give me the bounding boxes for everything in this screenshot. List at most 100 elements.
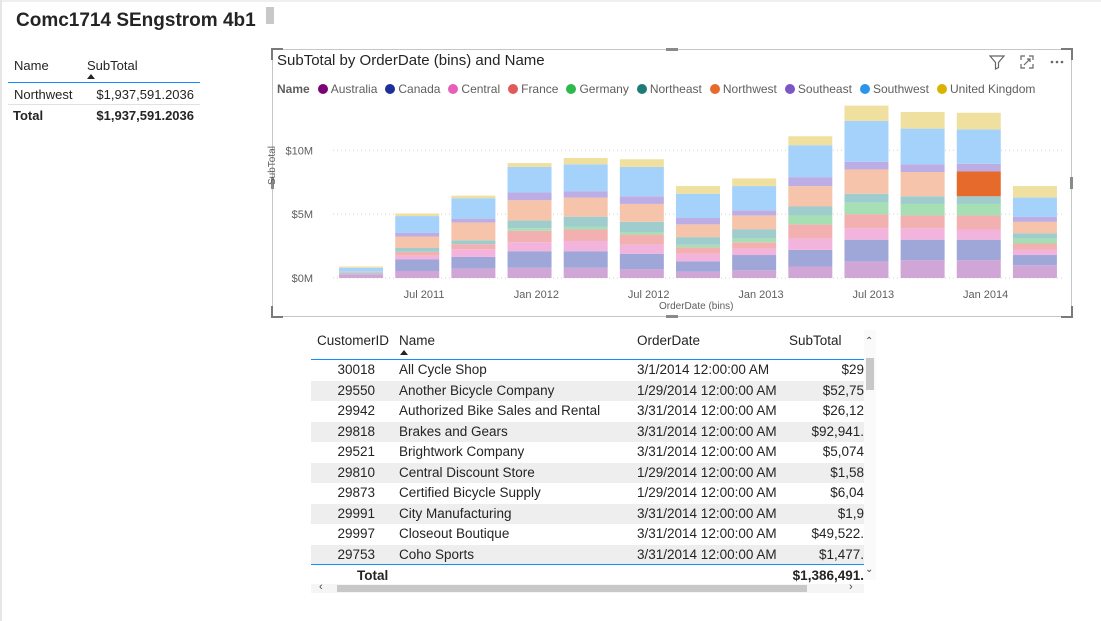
table-row[interactable]: Northwest $1,937,591.2036 (8, 83, 200, 105)
summary-col-name[interactable]: Name (14, 58, 49, 73)
resize-corner-bottom-right[interactable] (1061, 306, 1073, 318)
bar-segment[interactable] (676, 271, 720, 278)
bar-segment[interactable] (619, 234, 664, 245)
bar-segment[interactable] (788, 224, 833, 239)
legend-item[interactable]: Northeast (636, 82, 702, 96)
bar-segment[interactable] (563, 226, 608, 230)
bar-segment[interactable] (507, 267, 552, 278)
bar-segment[interactable] (956, 260, 1001, 278)
bar-segment[interactable] (956, 196, 1001, 204)
bar-segment[interactable] (339, 273, 384, 275)
bar-segment[interactable] (900, 203, 945, 216)
focus-mode-icon[interactable] (1019, 54, 1035, 73)
bar-segment[interactable] (844, 169, 889, 194)
bar-segment[interactable] (451, 222, 496, 241)
resize-corner-top-left[interactable] (271, 48, 283, 60)
bar-segment[interactable] (788, 177, 833, 187)
bar-segment[interactable] (676, 193, 720, 218)
resize-corner-bottom-left[interactable] (271, 306, 283, 318)
title-resize-handle[interactable] (266, 7, 274, 24)
bar-segment[interactable] (956, 163, 1001, 172)
bar-segment[interactable] (732, 255, 777, 271)
col-header-subtotal[interactable]: SubTotal (789, 333, 842, 348)
resize-edge-left[interactable] (271, 177, 274, 189)
table-row[interactable]: 29818 Brakes and Gears 3/31/2014 12:00:00 … (311, 421, 864, 442)
bar-segment[interactable] (676, 217, 720, 225)
vertical-scrollbar[interactable]: ⌃ ⌄ (864, 330, 876, 580)
bar-segment[interactable] (844, 239, 889, 262)
bar-segment[interactable] (563, 251, 608, 268)
bar-segment[interactable] (732, 186, 777, 211)
bar-segment[interactable] (956, 112, 1001, 130)
bar-segment[interactable] (563, 164, 608, 192)
legend-item[interactable]: Southwest (859, 82, 929, 96)
filter-icon[interactable] (988, 54, 1006, 73)
bar-segment[interactable] (619, 166, 664, 197)
bar-segment[interactable] (956, 203, 1001, 216)
bar-segment[interactable] (788, 206, 833, 216)
bar-segment[interactable] (563, 240, 608, 252)
bar-segment[interactable] (676, 244, 720, 248)
summary-col-subtotal[interactable]: SubTotal (87, 58, 138, 73)
bar-segment[interactable] (788, 186, 833, 207)
bar-segment[interactable] (619, 269, 664, 278)
bar-segment[interactable] (395, 236, 440, 248)
bar-segment[interactable] (1012, 186, 1057, 198)
scroll-left-icon[interactable]: ‹ (319, 581, 323, 593)
bar-segment[interactable] (619, 221, 664, 233)
bar-segment[interactable] (844, 193, 889, 203)
bar-segment[interactable] (844, 120, 889, 162)
table-row[interactable]: 29997 Closeout Boutique 3/31/2014 12:00:00… (311, 524, 864, 545)
bar-segment[interactable] (900, 260, 945, 278)
bar-segment[interactable] (956, 229, 1001, 240)
bar-segment[interactable] (900, 172, 945, 197)
bar-segment[interactable] (732, 248, 777, 256)
table-row[interactable]: 29521 Brightwork Company 3/31/2014 12:00:0… (311, 442, 864, 463)
legend-item[interactable]: Northwest (709, 82, 777, 96)
bar-segment[interactable] (395, 270, 440, 278)
bar-segment[interactable] (507, 220, 552, 229)
bar-segment[interactable] (563, 267, 608, 278)
bar-segment[interactable] (395, 232, 440, 237)
bar-segment[interactable] (339, 274, 384, 275)
bar-segment[interactable] (1012, 216, 1057, 222)
vertical-scroll-thumb[interactable] (866, 358, 874, 390)
bar-segment[interactable] (956, 215, 1001, 230)
legend-item[interactable]: Southeast (784, 82, 852, 96)
bar-segment[interactable] (900, 128, 945, 165)
bar-segment[interactable] (844, 161, 889, 170)
bar-segment[interactable] (732, 210, 777, 216)
col-header-name[interactable]: Name (399, 333, 436, 348)
bar-segment[interactable] (788, 145, 833, 178)
bar-segment[interactable] (619, 232, 664, 235)
bar-segment[interactable] (451, 240, 496, 245)
bar-segment[interactable] (1012, 221, 1057, 234)
bar-segment[interactable] (844, 261, 889, 278)
scroll-down-icon[interactable]: ⌄ (865, 564, 874, 575)
scroll-up-icon[interactable]: ⌃ (865, 336, 874, 347)
bar-segment[interactable] (732, 270, 777, 278)
bar-segment[interactable] (900, 239, 945, 261)
bar-segment[interactable] (1012, 249, 1057, 256)
table-row[interactable]: 29753 Coho Sports 3/31/2014 12:00:00 AM $1,… (311, 544, 864, 565)
bar-segment[interactable] (339, 266, 384, 268)
bar-segment[interactable] (844, 105, 889, 121)
bar-segment[interactable] (339, 267, 384, 272)
bar-segment[interactable] (619, 244, 664, 254)
bar-segment[interactable] (788, 215, 833, 225)
bar-segment[interactable] (395, 213, 440, 217)
bar-segment[interactable] (844, 228, 889, 240)
bar-segment[interactable] (732, 178, 777, 187)
resize-edge-right[interactable] (1070, 177, 1073, 189)
bar-segment[interactable] (844, 214, 889, 229)
horizontal-scrollbar[interactable]: ‹ › (311, 581, 864, 593)
bar-segment[interactable] (1012, 197, 1057, 217)
table-row[interactable]: 29550 Another Bicycle Company 1/29/2014 12… (311, 380, 864, 401)
legend-item[interactable]: France (508, 82, 558, 96)
bar-segment[interactable] (956, 239, 1001, 261)
col-header-customerid[interactable]: CustomerID (317, 333, 390, 348)
bar-segment[interactable] (619, 196, 664, 204)
table-row[interactable]: 29810 Central Discount Store 1/29/2014 12:… (311, 462, 864, 483)
bar-segment[interactable] (395, 251, 440, 256)
bar-segment[interactable] (451, 256, 496, 269)
